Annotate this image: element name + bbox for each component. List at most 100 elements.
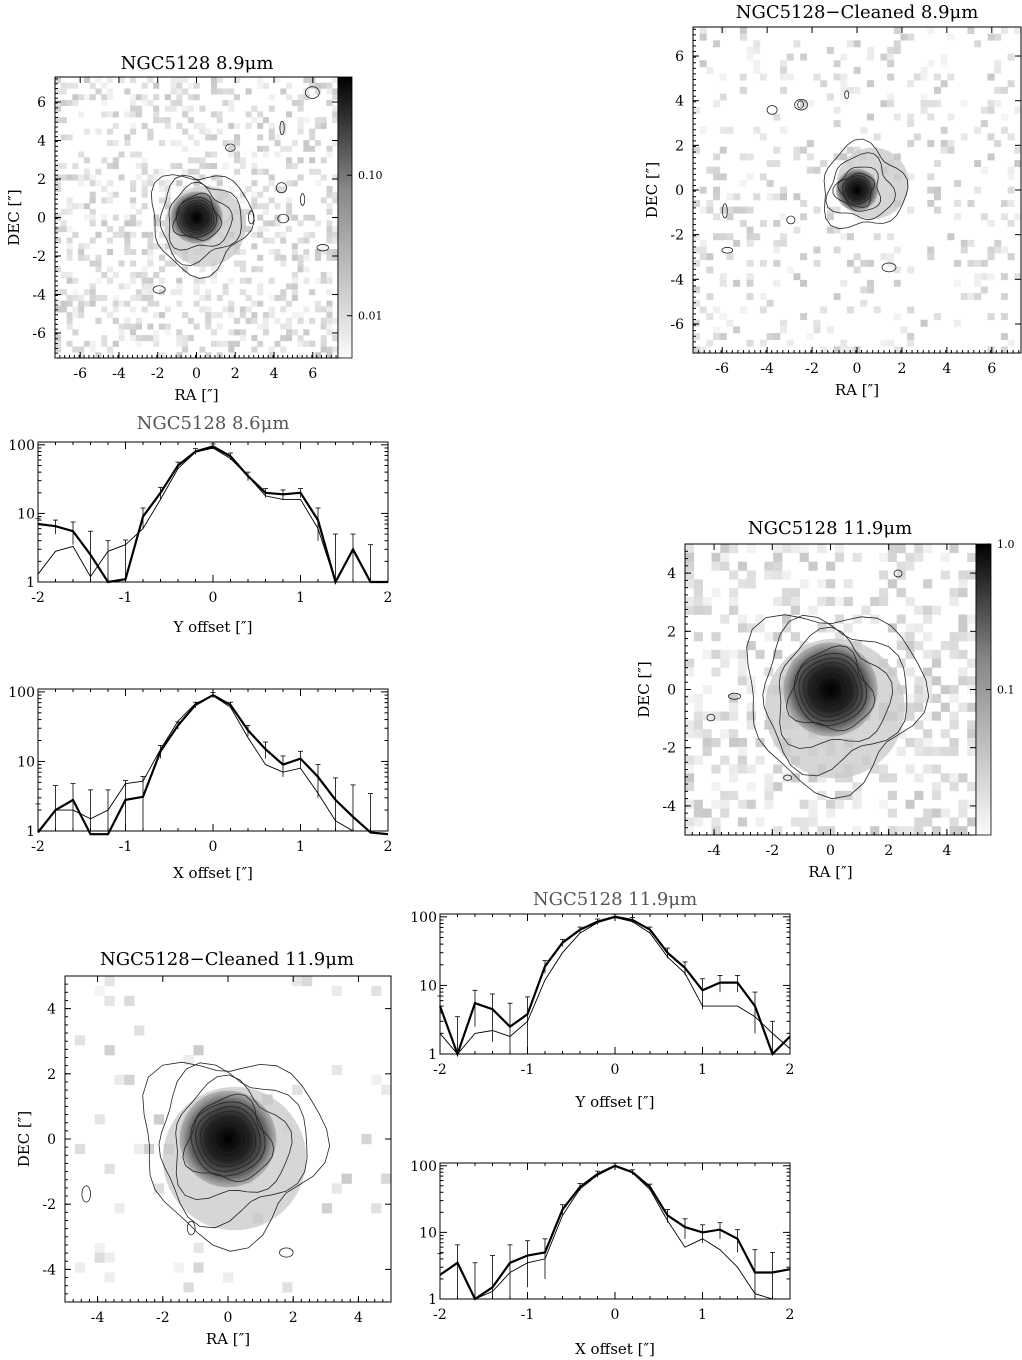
noise-pixel <box>927 113 935 121</box>
x-tick-label: -6 <box>715 361 729 377</box>
noise-pixel <box>297 352 304 359</box>
noise-pixel <box>303 254 310 261</box>
noise-pixel <box>711 764 721 774</box>
noise-pixel <box>896 614 906 624</box>
noise-pixel <box>251 335 258 342</box>
noise-pixel <box>967 676 977 686</box>
noise-pixel <box>95 77 102 84</box>
noise-pixel <box>699 346 707 354</box>
noise-pixel <box>268 180 275 187</box>
noise-pixel <box>101 214 108 221</box>
noise-pixel <box>257 82 264 89</box>
noise-pixel <box>332 329 339 336</box>
noise-pixel <box>297 220 304 227</box>
noise-pixel <box>729 596 739 607</box>
noise-pixel <box>1014 106 1022 114</box>
noise-pixel <box>222 99 229 106</box>
noise-pixel <box>753 60 761 68</box>
noise-pixel <box>124 249 131 256</box>
noise-pixel <box>205 306 212 313</box>
noise-pixel <box>210 151 218 158</box>
noise-pixel <box>89 346 96 353</box>
noise-pixel <box>147 249 154 256</box>
noise-pixel <box>923 632 933 642</box>
noise-pixel <box>799 552 809 562</box>
noise-pixel <box>141 94 148 101</box>
noise-pixel <box>853 253 861 261</box>
noise-pixel <box>332 249 339 256</box>
noise-pixel <box>867 113 875 121</box>
noise-pixel <box>1000 313 1008 321</box>
noise-pixel <box>852 826 862 836</box>
noise-pixel <box>923 817 933 827</box>
noise-pixel <box>94 1242 105 1253</box>
noise-pixel <box>332 254 339 261</box>
y-tick-label: 100 <box>8 438 35 454</box>
noise-pixel <box>72 231 79 238</box>
noise-pixel <box>720 799 730 809</box>
noise-pixel <box>764 667 774 677</box>
noise-pixel <box>907 266 915 274</box>
noise-pixel <box>907 333 915 340</box>
noise-pixel <box>147 283 154 290</box>
colorbar <box>337 76 353 359</box>
noise-pixel <box>826 226 834 234</box>
noise-pixel <box>1000 199 1008 207</box>
noise-pixel <box>262 203 269 210</box>
noise-pixel <box>257 122 264 129</box>
noise-pixel <box>780 73 788 81</box>
noise-pixel <box>713 326 721 334</box>
noise-pixel <box>931 782 942 792</box>
noise-pixel <box>187 82 194 89</box>
noise-pixel <box>106 77 114 84</box>
noise-pixel <box>905 561 915 571</box>
y-tick-label: -2 <box>670 228 684 244</box>
noise-pixel <box>685 596 695 607</box>
noise-pixel <box>228 122 235 129</box>
noise-pixel <box>268 105 275 112</box>
noise-pixel <box>320 323 327 330</box>
noise-pixel <box>118 77 125 84</box>
noise-pixel <box>72 99 79 106</box>
noise-pixel <box>729 773 739 783</box>
noise-pixel <box>257 226 264 233</box>
noise-pixel <box>268 237 275 244</box>
noise-pixel <box>817 596 827 607</box>
noise-pixel <box>706 206 714 214</box>
noise-pixel <box>806 333 814 340</box>
noise-pixel <box>873 133 881 141</box>
noise-pixel <box>95 294 102 301</box>
noise-pixel <box>834 632 845 642</box>
noise-pixel <box>887 826 897 836</box>
noise-pixel <box>729 544 739 554</box>
noise-pixel <box>78 352 85 359</box>
noise-pixel <box>239 266 246 273</box>
noise-pixel <box>332 191 339 198</box>
noise-pixel <box>210 329 218 336</box>
contour-line <box>803 662 858 717</box>
noise-pixel <box>806 100 814 108</box>
noise-pixel <box>790 544 800 554</box>
noise-pixel <box>994 33 1002 41</box>
noise-pixel <box>286 283 293 290</box>
noise-pixel <box>326 88 333 95</box>
contour-line <box>181 202 212 233</box>
noise-pixel <box>106 180 114 187</box>
noise-pixel <box>112 317 119 324</box>
noise-pixel <box>158 168 166 175</box>
contour-line <box>793 652 868 727</box>
noise-pixel <box>89 300 96 307</box>
noise-pixel <box>239 157 246 164</box>
noise-pixel <box>216 88 223 95</box>
noise-pixel <box>880 339 888 347</box>
noise-pixel <box>251 105 258 112</box>
noise-pixel <box>158 117 166 124</box>
noise-pixel <box>940 641 950 651</box>
noise-pixel <box>987 219 995 227</box>
noise-pixel <box>967 552 977 562</box>
noise-pixel <box>153 271 160 279</box>
noise-pixel <box>860 286 868 294</box>
noise-pixel <box>124 214 131 221</box>
noise-pixel <box>699 253 707 261</box>
noise-pixel <box>782 623 792 633</box>
